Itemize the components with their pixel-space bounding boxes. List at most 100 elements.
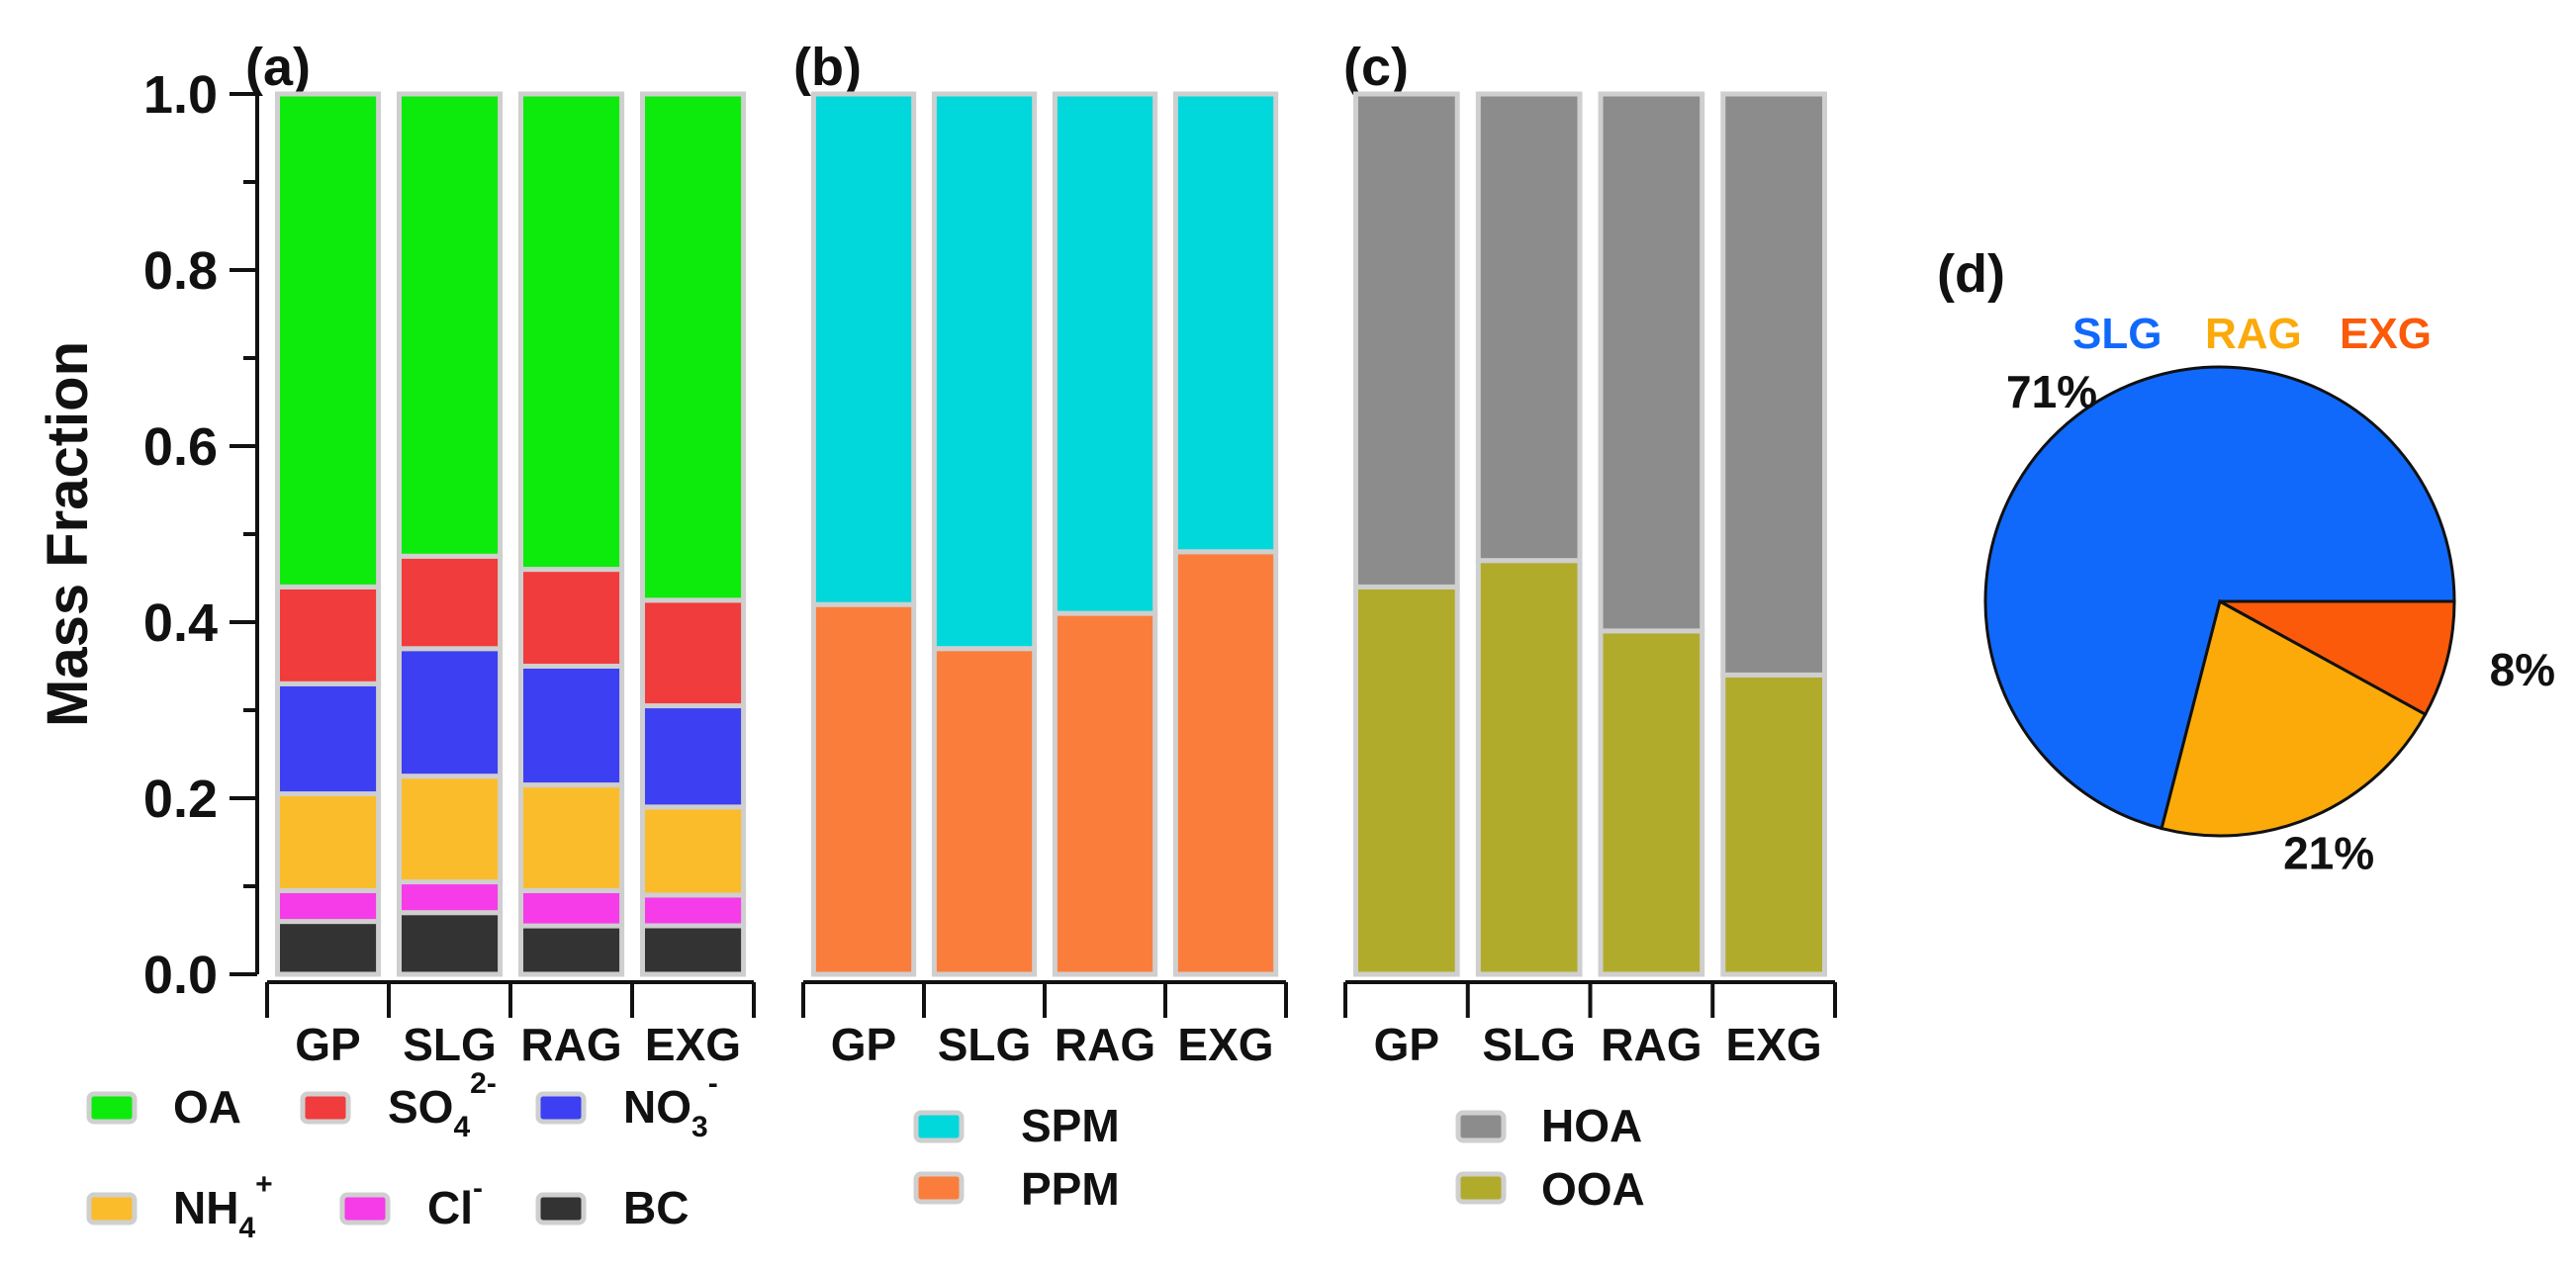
pie-slice-slg xyxy=(1983,365,2456,831)
bar-segment-no-slg xyxy=(397,646,504,779)
bar-segment-nh-gp xyxy=(275,791,382,893)
x-tick-label: GP xyxy=(1374,1019,1439,1070)
bar-segment-oa-exg xyxy=(640,91,747,603)
bar-segment-spm-gp xyxy=(810,91,917,607)
y-axis: 0.0 0.2 0.4 0.6 0.8 1.0 Mass Fraction xyxy=(36,65,259,1005)
bar-segment-bc-exg xyxy=(640,923,747,977)
x-tick-label: RAG xyxy=(520,1019,621,1070)
pie-chart: (d) SLG RAG EXG 71% 21% 8% xyxy=(1937,244,2555,878)
bar-segment-no-rag xyxy=(518,664,625,788)
legend-label-ppm: PPM xyxy=(1021,1163,1120,1215)
legend-a: OA SO42- NO3- NH4+ Cl- BC xyxy=(86,1067,718,1244)
legend-label-hoa: HOA xyxy=(1541,1100,1642,1151)
legend-swatch-nh xyxy=(86,1192,138,1226)
bar-segment-bc-slg xyxy=(397,910,504,977)
bar-panel-1: (a) xyxy=(245,38,747,977)
bar-segment-ooa-exg xyxy=(1720,672,1828,977)
legend-swatch-no xyxy=(535,1091,587,1125)
y-tick-label: 0.2 xyxy=(143,770,218,829)
y-tick-label: 0.8 xyxy=(143,241,218,301)
legend-label-oa: OA xyxy=(173,1081,241,1133)
bar-segment-spm-slg xyxy=(931,91,1038,652)
pie-legend-exg: EXG xyxy=(2340,310,2432,358)
panel-label: (d) xyxy=(1937,244,2005,304)
panel-label: (b) xyxy=(793,38,862,97)
pie-slice-rag xyxy=(2160,598,2428,838)
legend-swatch-ooa xyxy=(1455,1171,1507,1205)
bar-segment-cl-gp xyxy=(275,888,382,925)
legend-label-nh: NH4+ xyxy=(173,1168,273,1244)
legend-swatch-spm xyxy=(913,1110,965,1143)
bar-segment-hoa-gp xyxy=(1353,91,1460,590)
legend-swatch-hoa xyxy=(1455,1110,1507,1143)
bar-segment-ooa-slg xyxy=(1475,558,1583,977)
legend-label-bc: BC xyxy=(623,1182,689,1233)
pie-label-exg: 8% xyxy=(2490,644,2555,695)
legend-label-cl: Cl- xyxy=(427,1172,483,1233)
bar-segment-ppm-rag xyxy=(1052,610,1158,977)
x-tick-label: RAG xyxy=(1055,1019,1155,1070)
bar-segment-oa-gp xyxy=(275,91,382,590)
x-tick-label: RAG xyxy=(1601,1019,1702,1070)
bar-segment-oa-slg xyxy=(397,91,504,559)
bar-segment-hoa-rag xyxy=(1598,91,1705,634)
bar-segment-so-rag xyxy=(518,567,625,669)
bar-segment-no-gp xyxy=(275,681,382,797)
legend-label-spm: SPM xyxy=(1021,1100,1120,1151)
bar-segment-so-slg xyxy=(397,553,504,652)
bar-segment-no-exg xyxy=(640,703,747,810)
bar-segment-ppm-slg xyxy=(931,646,1038,977)
bar-segment-nh-exg xyxy=(640,804,747,898)
pie-slice-exg xyxy=(2219,599,2456,717)
legend-label-so: SO42- xyxy=(388,1067,497,1143)
legend-swatch-ppm xyxy=(913,1171,965,1205)
pie-legend-slg: SLG xyxy=(2072,310,2162,358)
bar-segment-nh-slg xyxy=(397,773,504,885)
pie-legend-rag: RAG xyxy=(2205,310,2302,358)
bar-panel-3: (c) xyxy=(1343,38,1828,977)
legend-label-no: NO3- xyxy=(623,1067,718,1143)
bar-segment-oa-rag xyxy=(518,91,625,573)
bar-segment-cl-slg xyxy=(397,879,504,916)
bar-segment-ppm-gp xyxy=(810,601,917,977)
bar-segment-so-exg xyxy=(640,597,747,709)
x-tick-label: SLG xyxy=(938,1019,1032,1070)
x-tick-label: GP xyxy=(295,1019,360,1070)
legend-swatch-so xyxy=(300,1091,351,1125)
bar-segment-ooa-rag xyxy=(1598,628,1705,977)
bar-segment-so-gp xyxy=(275,584,382,686)
x-tick-label: SLG xyxy=(1482,1019,1576,1070)
pie-label-slg: 71% xyxy=(2006,366,2097,417)
bar-panels: (a) (b) (c) xyxy=(245,38,1828,977)
bar-segment-ppm-exg xyxy=(1172,549,1279,977)
x-tick-label: EXG xyxy=(1177,1019,1273,1070)
bar-segment-ooa-gp xyxy=(1353,584,1460,977)
panel-label: (c) xyxy=(1343,38,1409,97)
y-tick-label: 0.6 xyxy=(143,417,218,477)
x-tick-label: SLG xyxy=(403,1019,497,1070)
bar-segment-bc-gp xyxy=(275,919,382,977)
bar-segment-nh-rag xyxy=(518,782,625,893)
x-tick-label: EXG xyxy=(645,1019,741,1070)
legend-swatch-bc xyxy=(535,1192,587,1226)
bar-segment-cl-rag xyxy=(518,888,625,929)
y-tick-label: 0.0 xyxy=(143,946,218,1005)
bar-segment-cl-exg xyxy=(640,892,747,929)
category-axis-1: GP SLG RAG EXG xyxy=(265,980,756,1070)
legend-label-ooa: OOA xyxy=(1541,1163,1645,1215)
legends: OA SO42- NO3- NH4+ Cl- BC SPM PPM HOA OOA xyxy=(86,1067,1645,1244)
legend-c: HOA OOA xyxy=(1455,1100,1645,1215)
y-tick-label: 0.4 xyxy=(143,593,218,653)
category-axis-3: GP SLG RAG EXG xyxy=(1343,980,1837,1070)
legend-b: SPM PPM xyxy=(913,1100,1120,1215)
bar-segment-spm-exg xyxy=(1172,91,1279,555)
legend-swatch-oa xyxy=(86,1091,138,1125)
bar-segment-spm-rag xyxy=(1052,91,1158,616)
panel-label: (a) xyxy=(245,38,311,97)
pie-panel: (d) SLG RAG EXG 71% 21% 8% xyxy=(1937,244,2555,878)
x-tick-label: EXG xyxy=(1726,1019,1822,1070)
bar-segment-bc-rag xyxy=(518,923,625,977)
legend-swatch-cl xyxy=(339,1192,391,1226)
x-tick-label: GP xyxy=(831,1019,896,1070)
